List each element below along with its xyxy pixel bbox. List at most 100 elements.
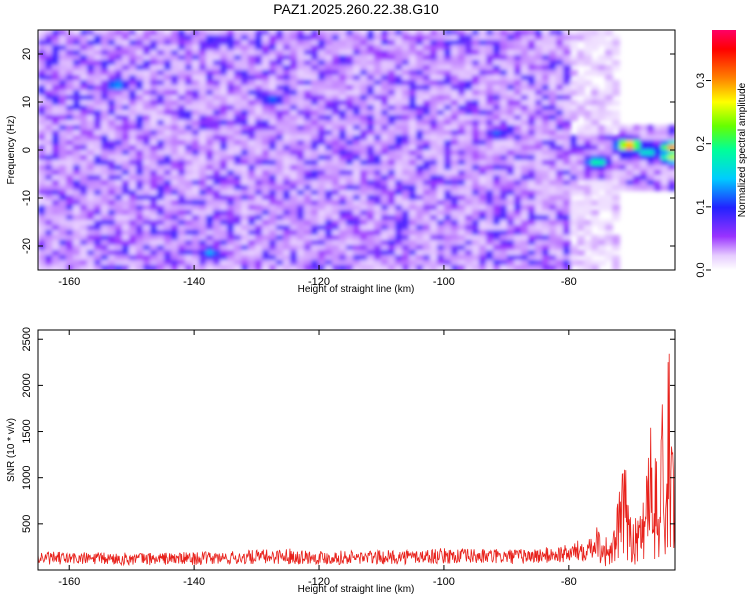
- heatmap-cell: [430, 70, 438, 76]
- heatmap-cell: [157, 210, 165, 216]
- heatmap-cell: [136, 100, 144, 106]
- heatmap-cell: [143, 155, 151, 161]
- heatmap-cell: [563, 185, 571, 191]
- heatmap-cell: [367, 190, 375, 196]
- heatmap-cell: [437, 245, 445, 251]
- heatmap-cell: [87, 85, 95, 91]
- heatmap-cell: [87, 90, 95, 96]
- heatmap-cell: [661, 160, 669, 166]
- heatmap-cell: [465, 210, 473, 216]
- heatmap-cell: [234, 110, 242, 116]
- heatmap-cell: [136, 205, 144, 211]
- heatmap-cell: [640, 135, 648, 141]
- heatmap-cell: [262, 115, 270, 121]
- heatmap-cell: [80, 130, 88, 136]
- heatmap-cell: [52, 65, 60, 71]
- heatmap-cell: [66, 70, 74, 76]
- heatmap-cell: [472, 100, 480, 106]
- heatmap-cell: [87, 250, 95, 256]
- heatmap-cell: [66, 225, 74, 231]
- heatmap-cell: [486, 75, 494, 81]
- heatmap-cell: [38, 95, 46, 101]
- heatmap-cell: [360, 105, 368, 111]
- heatmap-cell: [45, 65, 53, 71]
- heatmap-cell: [178, 70, 186, 76]
- heatmap-cell: [472, 75, 480, 81]
- heatmap-cell: [213, 195, 221, 201]
- heatmap-cell: [38, 145, 46, 151]
- heatmap-cell: [150, 230, 158, 236]
- heatmap-cell: [339, 200, 347, 206]
- heatmap-cell: [129, 155, 137, 161]
- heatmap-cell: [395, 85, 403, 91]
- heatmap-cell: [108, 90, 116, 96]
- heatmap-cell: [458, 30, 466, 36]
- heatmap-cell: [451, 150, 459, 156]
- heatmap-cell: [612, 60, 620, 66]
- heatmap-cell: [654, 145, 662, 151]
- heatmap-cell: [143, 110, 151, 116]
- heatmap-cell: [38, 100, 46, 106]
- heatmap-cell: [45, 205, 53, 211]
- heatmap-cell: [297, 240, 305, 246]
- heatmap-cell: [38, 265, 46, 270]
- heatmap-cell: [647, 150, 655, 156]
- heatmap-cell: [143, 145, 151, 151]
- heatmap-cell: [535, 45, 543, 51]
- heatmap-cell: [178, 150, 186, 156]
- heatmap-cell: [556, 120, 564, 126]
- heatmap-cell: [598, 135, 606, 141]
- heatmap-cell: [87, 40, 95, 46]
- heatmap-cell: [514, 190, 522, 196]
- heatmap-cell: [45, 215, 53, 221]
- heatmap-cell: [234, 265, 242, 270]
- heatmap-cell: [402, 235, 410, 241]
- heatmap-cell: [171, 120, 179, 126]
- heatmap-cell: [381, 100, 389, 106]
- heatmap-cell: [360, 180, 368, 186]
- heatmap-cell: [346, 240, 354, 246]
- heatmap-cell: [430, 135, 438, 141]
- heatmap-cell: [500, 40, 508, 46]
- heatmap-cell: [136, 45, 144, 51]
- heatmap-cell: [115, 75, 123, 81]
- heatmap-cell: [339, 50, 347, 56]
- heatmap-cell: [332, 75, 340, 81]
- heatmap-cell: [507, 30, 515, 36]
- heatmap-cell: [73, 35, 81, 41]
- heatmap-cell: [304, 105, 312, 111]
- heatmap-cell: [332, 120, 340, 126]
- heatmap-cell: [493, 85, 501, 91]
- heatmap-cell: [185, 50, 193, 56]
- heatmap-cell: [451, 30, 459, 36]
- heatmap-cell: [437, 50, 445, 56]
- heatmap-cell: [227, 190, 235, 196]
- heatmap-cell: [444, 70, 452, 76]
- heatmap-cell: [115, 45, 123, 51]
- heatmap-cell: [668, 130, 675, 136]
- heatmap-cell: [514, 50, 522, 56]
- heatmap-cell: [423, 30, 431, 36]
- heatmap-cell: [479, 125, 487, 131]
- heatmap-cell: [108, 175, 116, 181]
- heatmap-cells: [38, 30, 675, 270]
- heatmap-cell: [570, 205, 578, 211]
- heatmap-cell: [115, 205, 123, 211]
- heatmap-cell: [367, 205, 375, 211]
- heatmap-cell: [521, 45, 529, 51]
- heatmap-cell: [192, 205, 200, 211]
- heatmap-cell: [416, 250, 424, 256]
- heatmap-cell: [472, 80, 480, 86]
- heatmap-cell: [633, 130, 641, 136]
- heatmap-cell: [661, 150, 669, 156]
- heatmap-cell: [38, 30, 46, 36]
- heatmap-cell: [556, 110, 564, 116]
- heatmap-cell: [339, 170, 347, 176]
- heatmap-cell: [472, 105, 480, 111]
- heatmap-cell: [283, 180, 291, 186]
- heatmap-cell: [101, 200, 109, 206]
- heatmap-cell: [94, 230, 102, 236]
- heatmap-cell: [136, 170, 144, 176]
- heatmap-cell: [591, 120, 599, 126]
- heatmap-cell: [52, 200, 60, 206]
